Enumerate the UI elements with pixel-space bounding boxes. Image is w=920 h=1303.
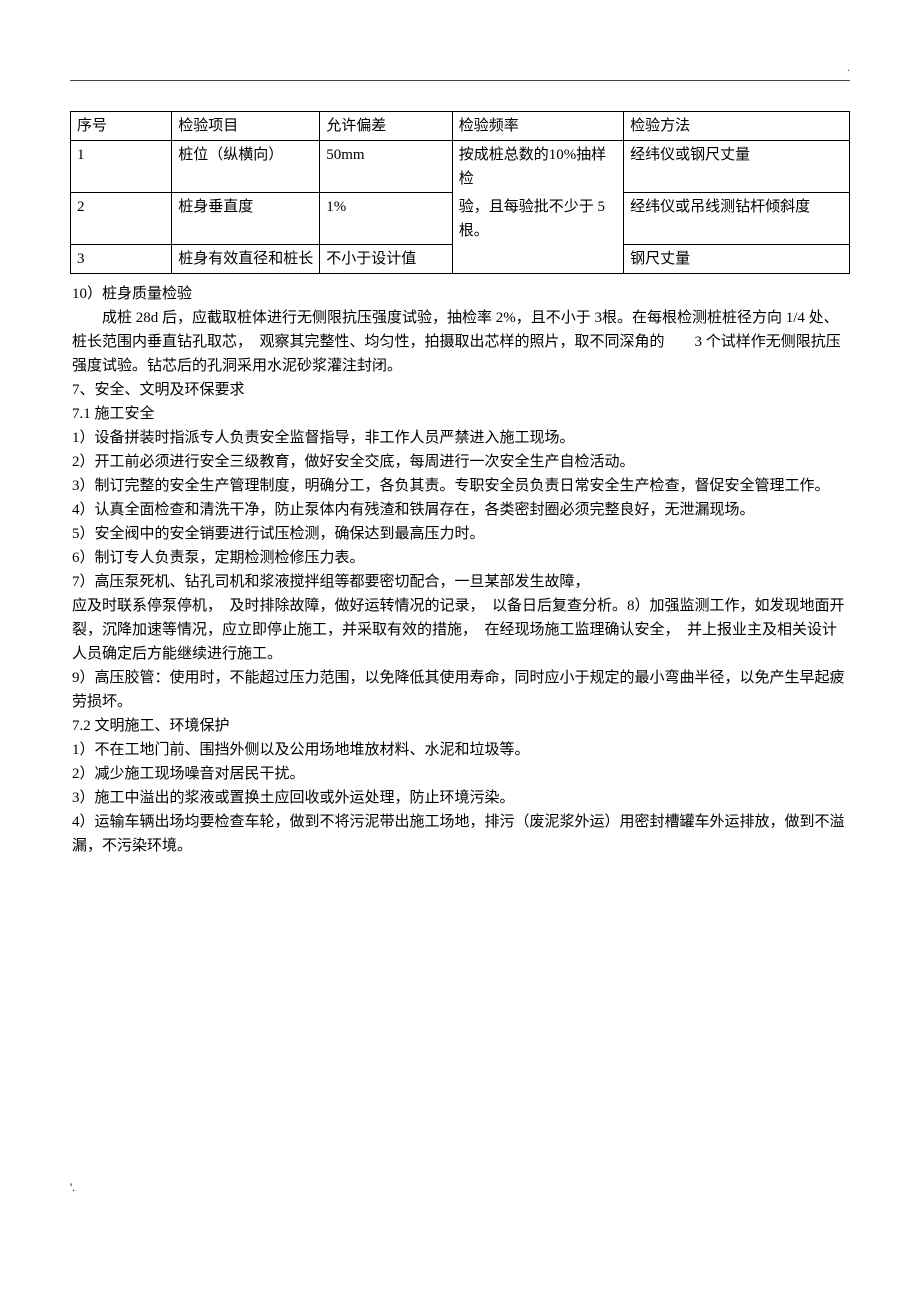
paragraph: 5）安全阀中的安全销要进行试压检测，确保达到最高压力时。 — [72, 522, 848, 546]
paragraph: 2）减少施工现场噪音对居民干扰。 — [72, 762, 848, 786]
paragraph: 6）制订专人负责泵，定期检测检修压力表。 — [72, 546, 848, 570]
cell-freq: 按成桩总数的10%抽样检 — [452, 140, 623, 193]
top-mark: . — [70, 60, 850, 78]
paragraph: 成桩 28d 后，应截取桩体进行无侧限抗压强度试验，抽检率 2%，且不小于 3根… — [72, 306, 848, 378]
paragraph: 9）高压胶管：使用时，不能超过压力范围，以免降低其使用寿命，同时应小于规定的最小… — [72, 666, 848, 714]
table-row: 1 桩位（纵横向） 50mm 按成桩总数的10%抽样检 经纬仪或钢尺丈量 — [71, 140, 850, 193]
paragraph: 1）不在工地门前、围挡外侧以及公用场地堆放材料、水泥和垃圾等。 — [72, 738, 848, 762]
table-header-row: 序号 检验项目 允许偏差 检验频率 检验方法 — [71, 111, 850, 140]
paragraph: 4）运输车辆出场均要检查车轮，做到不将污泥带出施工场地，排污（废泥浆外运）用密封… — [72, 810, 848, 858]
cell-tol: 不小于设计值 — [320, 245, 452, 274]
cell-item: 桩位（纵横向） — [172, 140, 320, 193]
col-header: 检验项目 — [172, 111, 320, 140]
cell-seq: 3 — [71, 245, 172, 274]
col-header: 序号 — [71, 111, 172, 140]
cell-method: 钢尺丈量 — [624, 245, 850, 274]
paragraph: 3）施工中溢出的浆液或置换土应回收或外运处理，防止环境污染。 — [72, 786, 848, 810]
footer-mark: '. — [70, 1178, 850, 1197]
paragraph: 4）认真全面检查和清洗干净，防止泵体内有残渣和铁屑存在，各类密封圈必须完整良好，… — [72, 498, 848, 522]
cell-item: 桩身垂直度 — [172, 193, 320, 245]
cell-seq: 1 — [71, 140, 172, 193]
cell-method: 经纬仪或吊线测钻杆倾斜度 — [624, 193, 850, 245]
paragraph: 2）开工前必须进行安全三级教育，做好安全交底，每周进行一次安全生产自检活动。 — [72, 450, 848, 474]
paragraph: 10）桩身质量检验 — [72, 282, 848, 306]
table-row: 3 桩身有效直径和桩长 不小于设计值 钢尺丈量 — [71, 245, 850, 274]
cell-seq: 2 — [71, 193, 172, 245]
cell-freq — [452, 245, 623, 274]
cell-method: 经纬仪或钢尺丈量 — [624, 140, 850, 193]
paragraph: 3）制订完整的安全生产管理制度，明确分工，各负其责。专职安全员负责日常安全生产检… — [72, 474, 848, 498]
col-header: 允许偏差 — [320, 111, 452, 140]
cell-freq: 验，且每验批不少于 5 根。 — [452, 193, 623, 245]
cell-item: 桩身有效直径和桩长 — [172, 245, 320, 274]
cell-tol: 1% — [320, 193, 452, 245]
paragraph: 7）高压泵死机、钻孔司机和浆液搅拌组等都要密切配合，一旦某部发生故障， — [72, 570, 848, 594]
paragraph: 应及时联系停泵停机， 及时排除故障，做好运转情况的记录， 以备日后复查分析。8）… — [72, 594, 848, 666]
col-header: 检验频率 — [452, 111, 623, 140]
cell-tol: 50mm — [320, 140, 452, 193]
inspection-table: 序号 检验项目 允许偏差 检验频率 检验方法 1 桩位（纵横向） 50mm 按成… — [70, 111, 850, 275]
paragraph: 1）设备拼装时指派专人负责安全监督指导，非工作人员严禁进入施工现场。 — [72, 426, 848, 450]
paragraph: 7.1 施工安全 — [72, 402, 848, 426]
col-header: 检验方法 — [624, 111, 850, 140]
paragraph: 7、安全、文明及环保要求 — [72, 378, 848, 402]
header-rule — [70, 80, 850, 81]
paragraph: 7.2 文明施工、环境保护 — [72, 714, 848, 738]
table-row: 2 桩身垂直度 1% 验，且每验批不少于 5 根。 经纬仪或吊线测钻杆倾斜度 — [71, 193, 850, 245]
body-content: 10）桩身质量检验 成桩 28d 后，应截取桩体进行无侧限抗压强度试验，抽检率 … — [70, 282, 850, 858]
